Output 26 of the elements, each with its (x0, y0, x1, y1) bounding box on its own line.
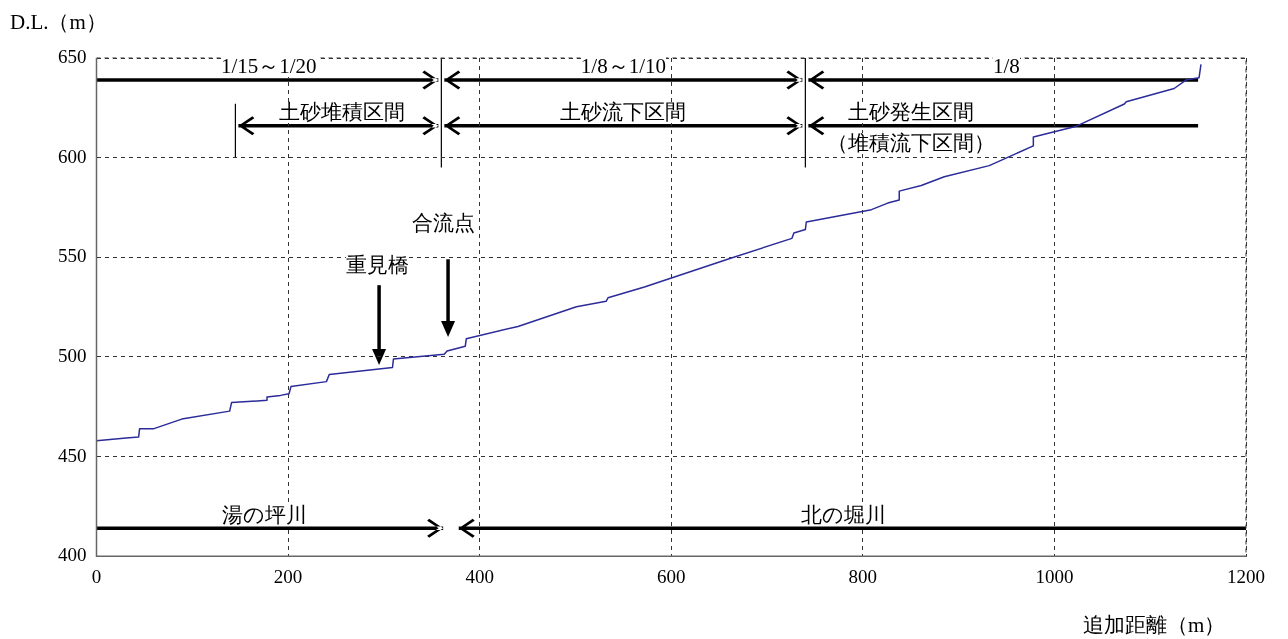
y-axis-title: D.L.（m） (10, 9, 107, 34)
annotation: （堆積流下区間） (826, 131, 995, 156)
x-axis-title: 追加距離（m） (1083, 612, 1226, 637)
annotation: 重見橋 (345, 252, 409, 277)
annotation: 土砂発生区間 (847, 99, 974, 124)
x-tick-label: 200 (273, 565, 303, 587)
y-tick-label: 450 (58, 444, 87, 466)
x-tick-label: 400 (465, 565, 494, 587)
y-tick-label: 600 (58, 145, 87, 167)
annotation: 1/15～1/20 (220, 54, 317, 79)
annotation: 土砂堆積区間 (278, 99, 405, 124)
x-tick-label: 800 (848, 565, 878, 587)
annotation: 土砂流下区間 (560, 99, 687, 124)
annotation: 北の堀川 (801, 502, 887, 527)
annotation: 1/8 (993, 54, 1020, 79)
y-tick-label: 400 (58, 544, 87, 566)
annotation: 湯の坪川 (221, 502, 307, 527)
annotation: 合流点 (411, 210, 475, 235)
y-tick-label: 500 (58, 344, 87, 366)
y-tick-label: 550 (58, 245, 87, 267)
annotation: 1/8～1/10 (580, 54, 667, 79)
x-tick-label: 600 (657, 565, 686, 587)
x-tick-label: 1200 (1227, 565, 1265, 587)
y-tick-label: 650 (58, 45, 87, 67)
x-tick-label: 1000 (1035, 565, 1074, 587)
x-tick-label: 0 (91, 565, 102, 587)
